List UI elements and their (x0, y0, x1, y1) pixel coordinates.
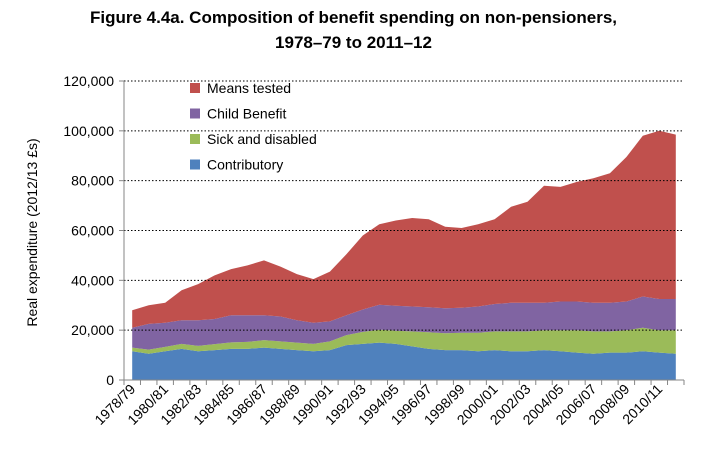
legend-swatch-sick-and-disabled (190, 134, 200, 144)
legend-label-sick-and-disabled: Sick and disabled (207, 131, 317, 147)
chart-title-line-2: 1978–79 to 2011–12 (275, 33, 432, 52)
legend-swatch-means-tested (190, 83, 200, 93)
legend-label-contributory: Contributory (207, 157, 283, 173)
y-tick-label: 40,000 (71, 272, 114, 288)
legend-swatch-contributory (190, 159, 200, 170)
series-area-sick-and-disabled (132, 327, 676, 354)
y-tick-label: 100,000 (63, 123, 114, 139)
series-area-child-benefit (132, 296, 676, 350)
y-tick-label: 0 (106, 372, 114, 388)
series-area-means-tested (132, 130, 676, 328)
legend-swatch-child-benefit (190, 108, 200, 119)
y-tick-label: 60,000 (71, 223, 114, 239)
series-area-contributory (132, 342, 676, 380)
y-tick-label: 20,000 (71, 322, 114, 338)
y-tick-label: 80,000 (71, 173, 114, 189)
legend-label-means-tested: Means tested (207, 80, 291, 96)
legend-label-child-benefit: Child Benefit (207, 106, 286, 122)
chart-title-line-1: Figure 4.4a. Composition of benefit spen… (89, 8, 618, 27)
y-tick-label: 120,000 (63, 73, 114, 89)
y-axis-label: Real expenditure (2012/13 £s) (24, 138, 40, 326)
